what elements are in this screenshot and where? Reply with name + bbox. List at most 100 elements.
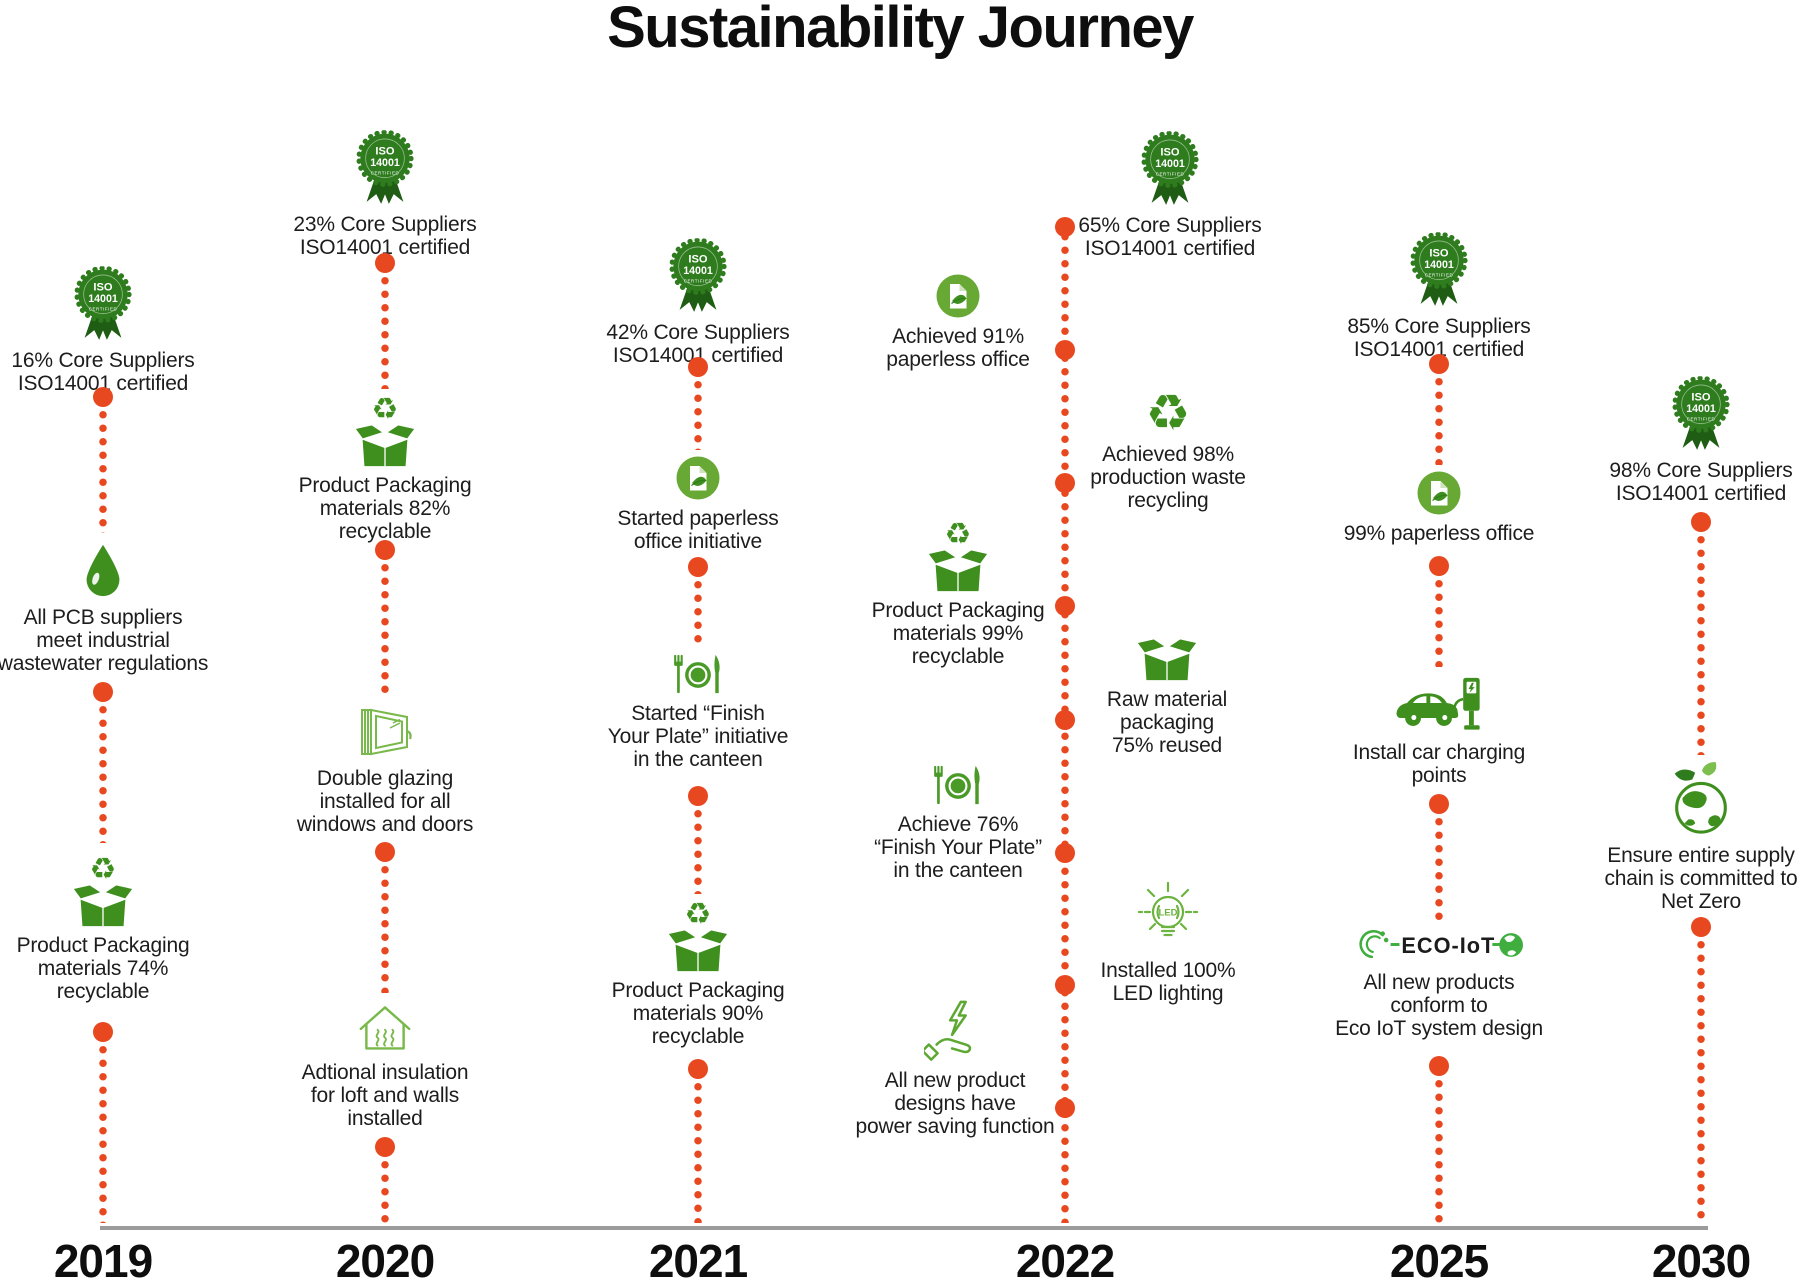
power-saving-hand-icon — [924, 1000, 986, 1062]
year-label: 2030 — [1651, 1235, 1751, 1287]
timeline-dot — [375, 842, 395, 862]
dotted-connector — [98, 703, 108, 843]
milestone-text: Product Packaging materials 74% recyclab… — [16, 934, 190, 1003]
year-label: 2019 — [53, 1235, 153, 1287]
packaging-box-icon — [1137, 638, 1197, 681]
timeline-axis — [100, 1226, 1708, 1230]
milestone: Achieve 76% “Finish Your Plate” in the c… — [858, 764, 1058, 882]
iso-14001-badge-icon — [1408, 232, 1470, 308]
water-drop-icon — [80, 543, 126, 599]
eco-iot-logo-icon — [1355, 926, 1523, 964]
iso-14001-badge-icon — [354, 130, 416, 206]
car-charging-icon — [1393, 674, 1485, 734]
iso-14001-badge-icon — [1670, 376, 1732, 452]
milestone: 65% Core Suppliers ISO14001 certified — [1070, 131, 1270, 260]
dotted-connector — [98, 1043, 108, 1223]
recycle-box-icon: ♻ — [73, 852, 133, 927]
dotted-connector — [1434, 1077, 1444, 1223]
milestone-text: 65% Core Suppliers ISO14001 certified — [1078, 214, 1262, 260]
milestone: Adtional insulation for loft and walls i… — [275, 1000, 495, 1130]
recycle-box-icon: ♻ — [355, 395, 415, 467]
dotted-connector — [1434, 375, 1444, 465]
dotted-connector — [693, 1080, 703, 1223]
timeline-dot — [93, 682, 113, 702]
milestone: Raw material packaging 75% reused — [1082, 638, 1252, 757]
timeline-dot — [375, 1137, 395, 1157]
milestone: ♻ Product Packaging materials 82% recycl… — [275, 395, 495, 544]
milestone: ♻ Achieved 98% production waste recyclin… — [1073, 388, 1263, 512]
milestone-text: Double glazing installed for all windows… — [296, 767, 474, 836]
house-insulation-icon — [356, 1000, 414, 1054]
recycling-arrows-glyph: ♻ — [944, 517, 972, 552]
timeline-dot — [1691, 512, 1711, 532]
dotted-connector — [380, 863, 390, 993]
milestone-text: Product Packaging materials 99% recyclab… — [871, 599, 1045, 668]
milestone: ♻ Product Packaging materials 90% recycl… — [588, 900, 808, 1049]
milestone: ♻ Product Packaging materials 99% recycl… — [868, 517, 1048, 669]
timeline-dot — [1055, 975, 1075, 995]
recycle-box-icon: ♻ — [928, 517, 988, 592]
year-label: 2020 — [335, 1235, 435, 1287]
milestone-text: Raw material packaging 75% reused — [1106, 688, 1228, 757]
dotted-connector — [1434, 577, 1444, 667]
milestone: Started “Finish Your Plate” initiative i… — [583, 653, 813, 771]
dotted-connector — [1434, 815, 1444, 920]
timeline-dot — [1055, 1098, 1075, 1118]
milestone-text: Install car charging points — [1352, 741, 1526, 787]
milestone-text: 98% Core Suppliers ISO14001 certified — [1609, 459, 1793, 505]
dotted-connector — [693, 578, 703, 646]
open-box-icon — [73, 884, 133, 927]
dotted-connector — [380, 1158, 390, 1223]
timeline-dot — [375, 253, 395, 273]
timeline-dot — [688, 357, 708, 377]
milestone: 42% Core Suppliers ISO14001 certified — [588, 238, 808, 367]
milestone: Ensure entire supply chain is committed … — [1593, 761, 1800, 913]
milestone-text: All new product designs have power savin… — [855, 1069, 1055, 1138]
milestone: All new products conform to Eco IoT syst… — [1319, 926, 1559, 1040]
milestone-text: Product Packaging materials 82% recyclab… — [298, 474, 472, 543]
open-box-icon — [928, 549, 988, 592]
milestone-text: 99% paperless office — [1343, 522, 1535, 545]
milestone-text: Achieved 98% production waste recycling — [1090, 443, 1246, 512]
milestone-text: Adtional insulation for loft and walls i… — [301, 1061, 469, 1130]
dotted-connector — [1696, 533, 1706, 755]
timeline-dot — [1055, 596, 1075, 616]
iso-14001-badge-icon — [1139, 131, 1201, 207]
net-zero-earth-icon — [1665, 761, 1737, 837]
timeline-dot — [1691, 917, 1711, 937]
milestone: Achieved 91% paperless office — [873, 274, 1043, 371]
milestone-text: Installed 100% LED lighting — [1100, 959, 1236, 1005]
milestone: ♻ Product Packaging materials 74% recycl… — [0, 852, 213, 1004]
timeline-dot — [1429, 556, 1449, 576]
timeline-dot — [1055, 710, 1075, 730]
open-box-icon — [668, 929, 728, 972]
milestone-text: Ensure entire supply chain is committed … — [1604, 844, 1798, 913]
milestone-text: 16% Core Suppliers ISO14001 certified — [11, 349, 195, 395]
year-label: 2021 — [648, 1235, 748, 1287]
milestone: 16% Core Suppliers ISO14001 certified — [0, 266, 216, 395]
milestone-text: 23% Core Suppliers ISO14001 certified — [293, 213, 477, 259]
recycling-arrows-glyph: ♻ — [89, 852, 117, 887]
milestone-text: 85% Core Suppliers ISO14001 certified — [1347, 315, 1531, 361]
milestone-text: 42% Core Suppliers ISO14001 certified — [606, 321, 790, 367]
timeline-dot — [1429, 1056, 1449, 1076]
timeline-dot — [375, 540, 395, 560]
milestone: 98% Core Suppliers ISO14001 certified — [1591, 376, 1800, 505]
milestone: Started paperless office initiative — [588, 456, 808, 553]
iso-14001-badge-icon — [72, 266, 134, 342]
dotted-connector — [380, 274, 390, 389]
open-box-icon — [355, 424, 415, 467]
dotted-connector — [1696, 938, 1706, 1223]
milestone: Double glazing installed for all windows… — [270, 704, 500, 836]
paperless-office-icon — [1417, 471, 1461, 515]
dotted-connector — [380, 561, 390, 697]
page-title: Sustainability Journey — [607, 0, 1194, 60]
milestone: Installed 100% LED lighting — [1073, 878, 1263, 1005]
timeline-dot — [1055, 340, 1075, 360]
led-lighting-icon — [1135, 878, 1201, 952]
year-label: 2025 — [1389, 1235, 1489, 1287]
double-glazing-window-icon — [357, 704, 413, 760]
milestone-text: All new products conform to Eco IoT syst… — [1335, 971, 1543, 1040]
paperless-office-icon — [676, 456, 720, 500]
milestone: All PCB suppliers meet industrial wastew… — [0, 543, 218, 675]
